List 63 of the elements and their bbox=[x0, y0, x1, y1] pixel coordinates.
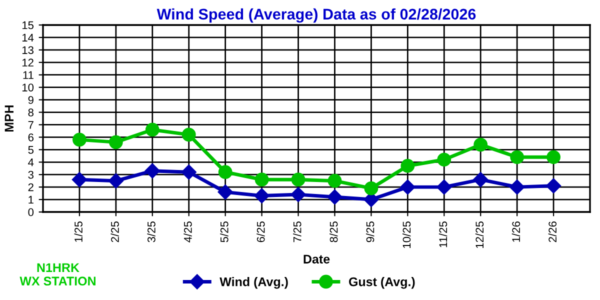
x-tick-label: 4/25 bbox=[184, 221, 192, 242]
x-tick-label: 2/26 bbox=[548, 222, 557, 242]
point bbox=[182, 128, 196, 142]
point bbox=[546, 178, 562, 194]
point bbox=[291, 172, 306, 187]
x-tick-label: 1/26 bbox=[512, 222, 520, 242]
point bbox=[145, 122, 160, 137]
y-tick-label: 5 bbox=[28, 146, 34, 154]
x-tick-label: 8/25 bbox=[330, 221, 338, 242]
point bbox=[144, 163, 160, 178]
y-tick-label: 12 bbox=[22, 58, 34, 66]
point bbox=[364, 181, 378, 196]
point bbox=[327, 189, 342, 205]
point bbox=[474, 138, 488, 152]
x-tick-label: 7/25 bbox=[293, 221, 302, 242]
x-tick-label: 11/25 bbox=[438, 221, 448, 248]
x-tick-label: 3/25 bbox=[147, 221, 156, 242]
point bbox=[108, 173, 124, 188]
point bbox=[254, 172, 269, 187]
y-tick-label: 11 bbox=[23, 71, 34, 79]
point bbox=[437, 152, 452, 167]
y-tick-label: 2 bbox=[28, 183, 34, 192]
x-tick-label: 1/25 bbox=[74, 221, 82, 242]
point bbox=[72, 132, 86, 147]
point bbox=[473, 172, 488, 188]
point bbox=[290, 186, 306, 202]
point bbox=[218, 184, 233, 200]
y-tick-label: 7 bbox=[28, 121, 34, 129]
x-tick-label: 10/25 bbox=[402, 221, 411, 248]
point bbox=[400, 158, 415, 173]
point bbox=[509, 179, 525, 195]
legend-label: Gust (Avg.) bbox=[348, 277, 415, 289]
y-tick-label: 9 bbox=[28, 96, 34, 104]
point bbox=[546, 150, 560, 164]
y-tick-label: 0 bbox=[28, 208, 34, 216]
y-tick-label: 6 bbox=[28, 133, 34, 142]
legend-label: Wind (Avg.) bbox=[220, 277, 288, 289]
y-tick-label: 3 bbox=[28, 170, 34, 179]
point bbox=[400, 179, 416, 195]
x-tick-label: 2/25 bbox=[110, 221, 119, 242]
x-axis-title: Date bbox=[304, 254, 330, 264]
point bbox=[510, 150, 524, 164]
point bbox=[328, 174, 342, 188]
y-tick-label: 8 bbox=[28, 108, 34, 116]
point bbox=[108, 135, 123, 150]
text: N1HRK WX STATION bbox=[20, 263, 96, 286]
x-tick-label: 9/25 bbox=[366, 221, 374, 242]
point bbox=[72, 172, 88, 188]
y-tick-label: 1 bbox=[28, 196, 34, 204]
point bbox=[254, 188, 270, 204]
y-tick-label: 14 bbox=[22, 34, 34, 42]
chart-title: Wind Speed (Average) Data as of 02/28/2026 bbox=[156, 8, 476, 23]
y-tick-label: 13 bbox=[22, 46, 34, 54]
y-axis-title: MPH bbox=[4, 105, 14, 132]
point bbox=[181, 164, 196, 180]
point bbox=[218, 165, 232, 180]
x-tick-label: 5/25 bbox=[220, 221, 228, 242]
y-tick-label: 4 bbox=[28, 158, 34, 166]
point bbox=[436, 179, 452, 195]
y-tick-label: 10 bbox=[22, 84, 34, 92]
x-tick-label: 6/25 bbox=[256, 221, 265, 242]
y-tick-label: 15 bbox=[22, 21, 34, 30]
x-tick-label: 12/25 bbox=[475, 221, 484, 248]
